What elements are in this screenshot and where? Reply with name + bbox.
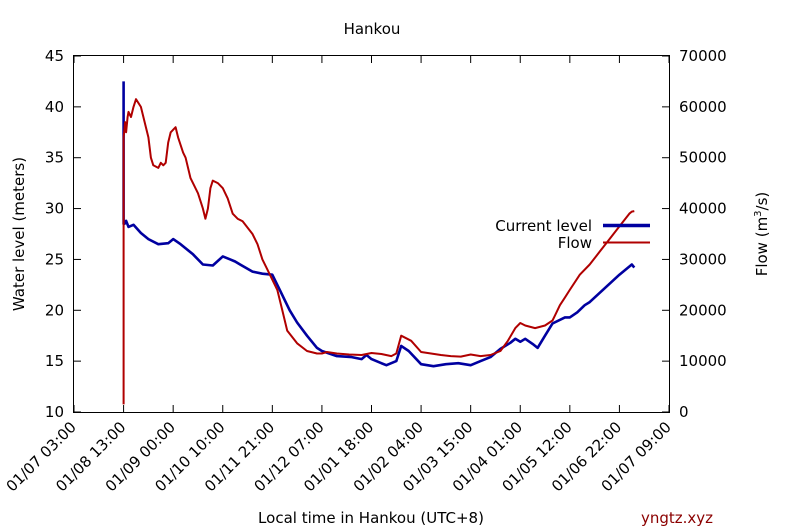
watermark: yngtz.xyz bbox=[641, 509, 713, 527]
series-line-flow bbox=[122, 98, 635, 405]
right-tick-label: 30000 bbox=[679, 250, 727, 268]
right-tick-label: 60000 bbox=[679, 98, 727, 116]
plot-frame bbox=[73, 55, 670, 413]
right-tick-label: 10000 bbox=[679, 352, 727, 370]
legend-label-current-level: Current level bbox=[495, 217, 592, 235]
right-tick-label: 0 bbox=[679, 403, 689, 421]
left-axis-label: Water level (meters) bbox=[10, 157, 28, 311]
legend-label-flow: Flow bbox=[558, 234, 592, 252]
right-tick-label: 40000 bbox=[679, 200, 727, 218]
left-tick-label: 30 bbox=[45, 200, 64, 218]
left-axis-ticks: 10 15 20 25 30 35 40 45 bbox=[45, 47, 81, 421]
left-tick-label: 20 bbox=[45, 301, 64, 319]
chart-title: Hankou bbox=[344, 20, 401, 38]
x-axis-label: Local time in Hankou (UTC+8) bbox=[258, 509, 484, 527]
legend: Current level Flow bbox=[495, 217, 650, 252]
right-tick-label: 70000 bbox=[679, 47, 727, 65]
series-line-current-level bbox=[122, 81, 636, 368]
left-tick-label: 35 bbox=[45, 149, 64, 167]
series-layer bbox=[122, 81, 636, 405]
left-tick-label: 25 bbox=[45, 250, 64, 268]
right-axis-label: Flow (m3/s) bbox=[753, 192, 771, 277]
right-axis-ticks: 0 10000 20000 30000 40000 50000 60000 70000 bbox=[662, 47, 727, 421]
left-tick-label: 45 bbox=[45, 47, 64, 65]
left-tick-label: 40 bbox=[45, 98, 64, 116]
left-tick-label: 15 bbox=[45, 352, 64, 370]
right-tick-label: 50000 bbox=[679, 149, 727, 167]
left-tick-label: 10 bbox=[45, 403, 64, 421]
right-tick-label: 20000 bbox=[679, 301, 727, 319]
